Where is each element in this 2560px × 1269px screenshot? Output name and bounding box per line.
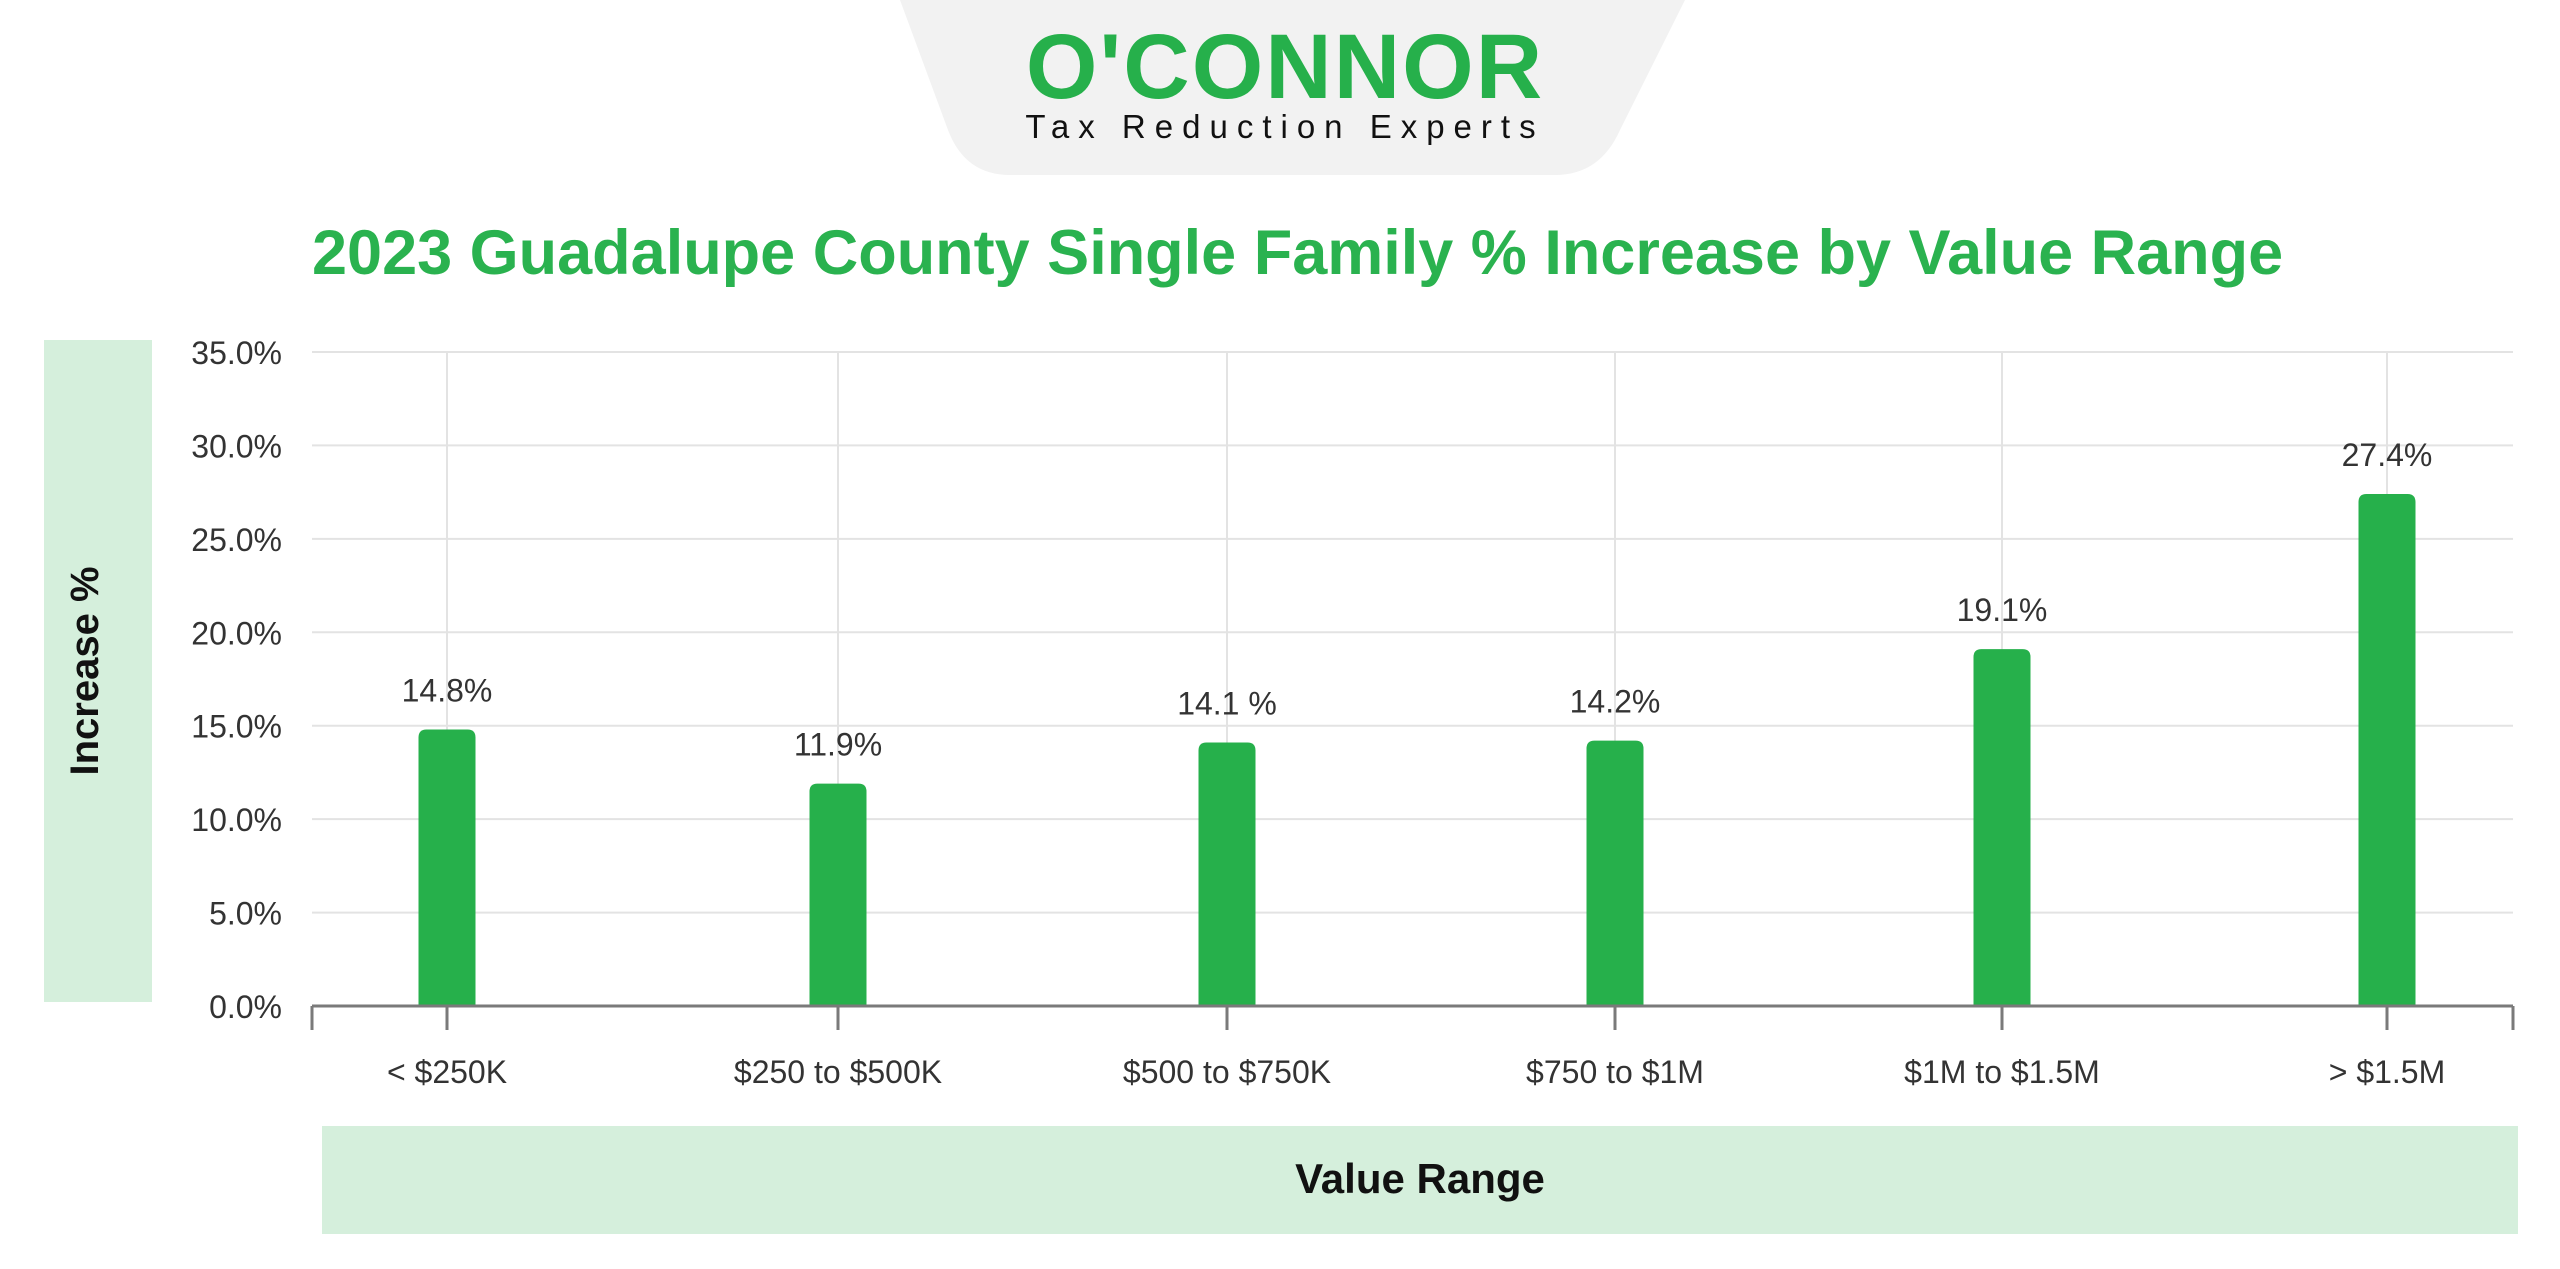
y-tick-label: 25.0% — [191, 522, 282, 558]
bars — [418, 494, 2416, 1006]
y-axis-label-band — [44, 340, 152, 1002]
logo-header: O'CONNOR Tax Reduction Experts — [900, 0, 1685, 175]
data-label: 27.4% — [2342, 437, 2433, 473]
y-tick-label: 20.0% — [191, 615, 282, 651]
y-axis-label: Increase % — [63, 566, 107, 775]
logo-wordmark: O'CONNOR — [1026, 16, 1544, 118]
y-tick-labels: 0.0% 5.0% 10.0% 15.0% 20.0% 25.0% 30.0% 35.0% — [191, 335, 282, 1025]
data-label: 11.9% — [794, 727, 882, 763]
x-tick-label: $750 to $1M — [1526, 1054, 1704, 1090]
y-tick-label: 30.0% — [191, 428, 282, 464]
gridlines-vertical — [446, 352, 2388, 1006]
x-tick-label: $1M to $1.5M — [1904, 1054, 2100, 1090]
bar — [1586, 740, 1644, 1006]
bar — [1198, 742, 1256, 1006]
x-axis — [310, 1004, 2515, 1030]
data-label: 14.8% — [402, 672, 493, 708]
bar — [1973, 649, 2031, 1006]
x-tick-label: $500 to $750K — [1123, 1054, 1331, 1090]
data-label: 14.2% — [1570, 684, 1661, 720]
data-label: 14.1 % — [1177, 686, 1277, 722]
x-axis-label-band — [322, 1126, 2518, 1234]
bar — [809, 783, 867, 1006]
data-labels: 14.8% 11.9% 14.1 % 14.2% 19.1% 27.4% — [402, 437, 2433, 763]
y-tick-label: 15.0% — [191, 709, 282, 745]
logo-backdrop — [900, 0, 1685, 175]
x-tick-labels: < $250K $250 to $500K $500 to $750K $750 to… — [387, 1054, 2445, 1090]
gridlines-horizontal — [312, 351, 2513, 914]
y-tick-label: 5.0% — [209, 896, 282, 932]
logo-tagline: Tax Reduction Experts — [1025, 108, 1544, 145]
x-axis-label: Value Range — [1295, 1155, 1545, 1202]
chart-title: 2023 Guadalupe County Single Family % In… — [312, 218, 2283, 288]
x-tick-label: > $1.5M — [2329, 1054, 2446, 1090]
x-tick-label: < $250K — [387, 1054, 507, 1090]
bar — [2358, 494, 2416, 1006]
y-tick-label: 10.0% — [191, 802, 282, 838]
y-tick-label: 35.0% — [191, 335, 282, 371]
y-tick-label: 0.0% — [209, 989, 282, 1025]
x-tick-label: $250 to $500K — [734, 1054, 942, 1090]
data-label: 19.1% — [1957, 592, 2048, 628]
bar — [418, 729, 476, 1006]
